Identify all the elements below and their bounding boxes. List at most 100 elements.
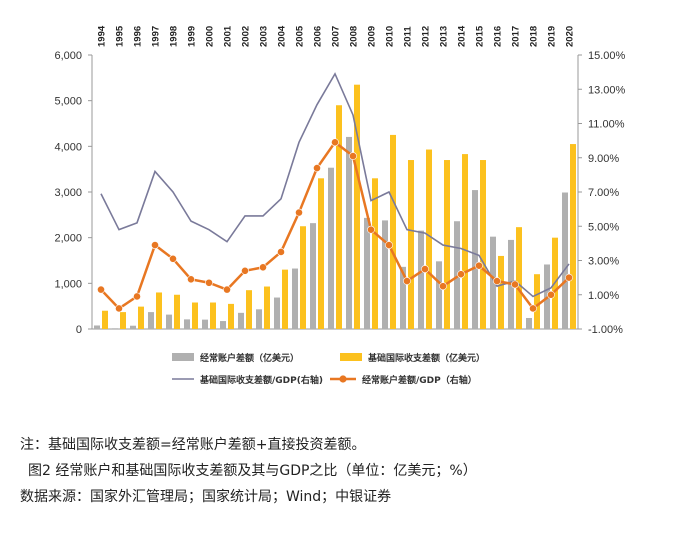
basic-bop-bar	[174, 294, 180, 329]
legend-label: 基础国际收支差额/GDP(右轴)	[199, 374, 323, 386]
x-tick-label: 2001	[223, 25, 234, 47]
x-tick-label: 1997	[151, 26, 162, 47]
left-tick-label: 4,000	[54, 141, 82, 153]
x-tick-label: 2017	[511, 26, 522, 47]
right-tick-label: 7.00%	[588, 187, 619, 199]
current-account-gdp-marker	[529, 304, 537, 313]
x-tick-label: 2011	[403, 26, 414, 47]
current-account-bar	[148, 312, 154, 329]
basic-bop-bar	[300, 226, 306, 329]
current-account-bar	[328, 167, 334, 329]
basic-bop-bar	[210, 302, 216, 329]
x-tick-label: 2004	[277, 25, 288, 47]
legend-label: 经常账户差额（亿美元）	[200, 352, 299, 364]
basic-bop-bar	[480, 160, 486, 329]
legend-swatch-marker	[339, 375, 347, 383]
current-account-gdp-marker	[439, 282, 447, 291]
basic-bop-bar	[156, 292, 162, 329]
right-tick-label: 3.00%	[588, 256, 619, 268]
x-tick-label: 2015	[475, 25, 486, 47]
x-tick-label: 1995	[115, 25, 126, 47]
right-tick-label: 13.00%	[588, 84, 626, 96]
basic-bop-bar	[102, 310, 108, 329]
basic-bop-bar	[534, 274, 540, 329]
current-account-gdp-marker	[259, 263, 267, 272]
x-tick-label: 2002	[241, 26, 252, 47]
current-account-gdp-marker	[133, 292, 141, 301]
basic-bop-bar	[192, 302, 198, 329]
right-tick-label: 11.00%	[588, 119, 625, 131]
current-account-bar	[292, 268, 298, 329]
basic-bop-bar	[120, 312, 126, 329]
current-account-bar	[364, 217, 370, 329]
current-account-gdp-marker	[223, 285, 231, 294]
basic-bop-bar	[354, 84, 360, 329]
x-tick-label: 2012	[421, 26, 432, 47]
current-account-gdp-marker	[313, 164, 321, 172]
x-tick-label: 2003	[259, 26, 270, 47]
x-tick-label: 2008	[349, 26, 360, 47]
basic-bop-bar	[498, 255, 504, 329]
x-tick-label: 2010	[385, 26, 396, 47]
basic-bop-bar	[336, 105, 342, 329]
current-account-gdp-marker	[349, 152, 357, 160]
basic-bop-bar	[246, 290, 252, 329]
x-tick-label: 2019	[547, 26, 558, 47]
notes-block: 注：基础国际收支差额=经常账户差额+直接投资差额。 图2 经常账户和基础国际收支…	[20, 432, 680, 510]
x-tick-label: 2020	[565, 26, 576, 47]
left-tick-label: 1,000	[54, 278, 82, 290]
x-tick-label: 2013	[439, 26, 450, 47]
x-tick-label: 2000	[205, 26, 216, 47]
current-account-gdp-marker	[97, 285, 105, 294]
x-tick-label: 2009	[367, 26, 378, 47]
current-account-bar	[184, 319, 190, 329]
current-account-bar	[400, 266, 406, 329]
figure-caption: 图2 经常账户和基础国际收支差额及其与GDP之比（单位：亿美元；%）	[28, 463, 477, 479]
current-account-gdp-marker	[367, 225, 375, 234]
current-account-gdp-marker	[475, 261, 483, 270]
basic-bop-bar	[318, 178, 324, 329]
current-account-gdp-marker	[115, 304, 123, 313]
current-account-gdp-marker	[457, 270, 465, 279]
current-account-bar	[274, 297, 280, 329]
basic-bop-bar	[282, 269, 288, 329]
current-account-gdp-marker	[331, 138, 339, 147]
right-tick-label: 1.00%	[588, 290, 619, 302]
basic-bop-bar	[516, 227, 522, 329]
current-account-bar	[166, 314, 172, 329]
current-account-bar	[130, 325, 136, 329]
current-account-gdp-marker	[493, 277, 501, 285]
legend-swatch	[172, 353, 194, 361]
left-tick-label: 0	[76, 324, 82, 336]
basic-bop-bar	[138, 306, 144, 329]
current-account-gdp-marker	[511, 280, 519, 289]
x-tick-label: 1999	[187, 26, 198, 47]
current-account-gdp-marker	[169, 254, 177, 263]
current-account-gdp-marker	[277, 248, 285, 256]
current-account-bar	[454, 221, 460, 329]
chart: 0 1,000 2,000 3,000 4,000 5,000 6,000 -1.00% 1.0…	[54, 25, 626, 386]
left-tick-label: 2,000	[54, 233, 82, 245]
basic-bop-bar	[390, 134, 396, 329]
x-tick-label: 2014	[457, 25, 468, 47]
current-account-gdp-marker	[241, 266, 249, 275]
current-account-gdp-marker	[421, 265, 429, 273]
current-account-gdp-marker	[385, 241, 393, 249]
basic-bop-bar	[372, 178, 378, 329]
current-account-bar	[562, 192, 568, 329]
x-tick-label: 2016	[493, 26, 504, 47]
basic-bop-bar	[264, 286, 270, 329]
current-account-bar	[346, 136, 352, 329]
current-account-bar	[490, 236, 496, 329]
left-tick-label: 6,000	[54, 50, 82, 62]
current-account-gdp-marker	[187, 275, 195, 284]
current-account-bar	[220, 321, 226, 329]
x-tick-label: 1994	[97, 25, 108, 47]
x-tick-label: 1996	[133, 26, 144, 47]
current-account-gdp-marker	[295, 208, 303, 217]
legend-label: 经常账户差额/GDP（右轴）	[362, 374, 477, 386]
left-tick-label: 5,000	[54, 96, 82, 108]
current-account-bar	[418, 230, 424, 329]
x-tick-label: 2006	[313, 26, 324, 47]
current-account-gdp-marker	[565, 273, 573, 282]
